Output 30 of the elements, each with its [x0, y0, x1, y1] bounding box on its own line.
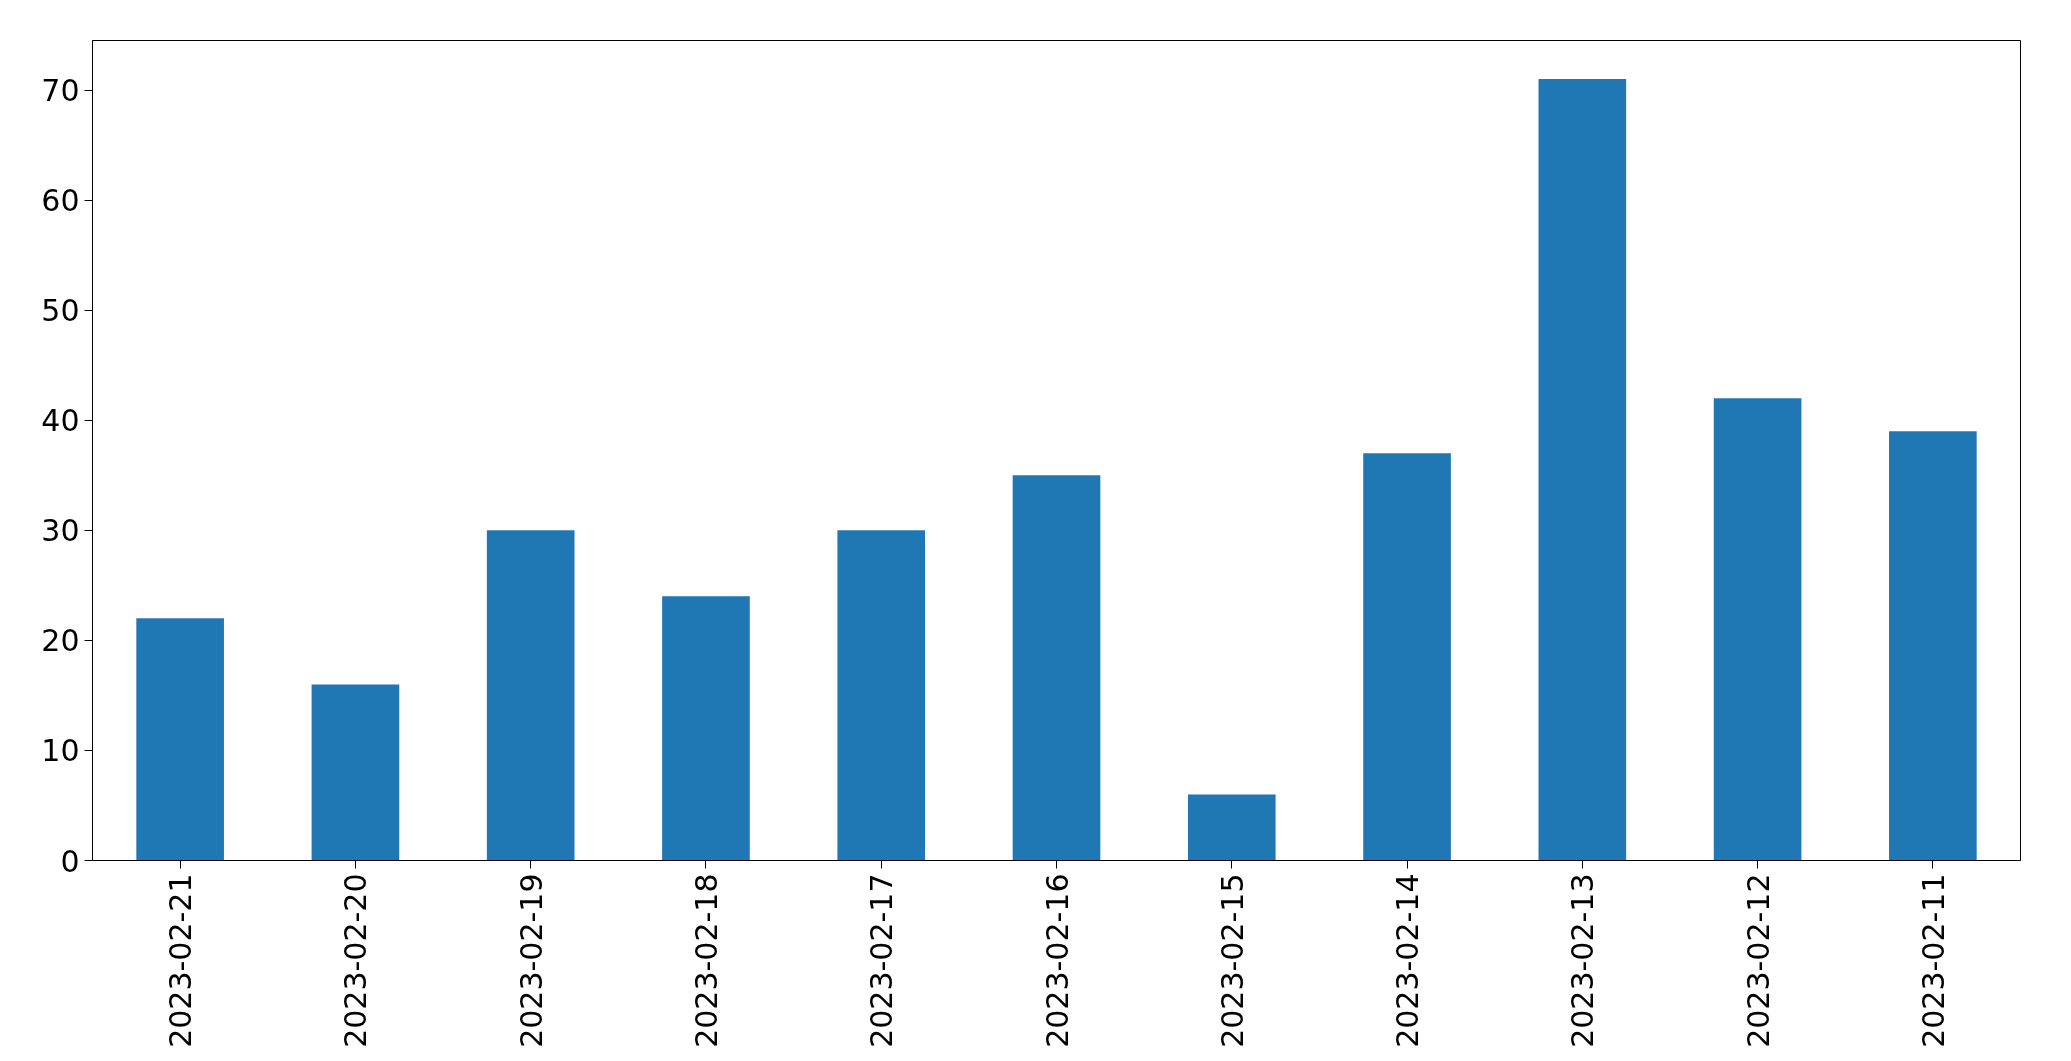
bar [1187, 794, 1276, 861]
y-tick-label: 30 [41, 513, 80, 549]
x-tick-label: 2023-02-18 [688, 873, 724, 1048]
y-tick-label: 20 [41, 623, 80, 659]
bar [1363, 453, 1451, 861]
x-tick-label: 2023-02-20 [338, 873, 374, 1048]
y-tick-label: 70 [41, 73, 80, 109]
y-tick-label: 10 [41, 733, 80, 769]
x-tick-label: 2023-02-11 [1915, 873, 1951, 1048]
x-tick-label: 2023-02-17 [864, 873, 900, 1048]
x-tick-label: 2023-02-16 [1039, 873, 1075, 1048]
bar [662, 596, 750, 861]
bar [311, 684, 400, 861]
x-tick-label: 2023-02-15 [1214, 873, 1250, 1048]
y-tick-label: 60 [41, 183, 80, 219]
bar [136, 618, 224, 861]
y-tick-label: 40 [41, 403, 80, 439]
x-tick-label: 2023-02-13 [1565, 873, 1601, 1048]
bar [486, 530, 575, 861]
bar [1713, 398, 1802, 861]
y-tick-label: 0 [60, 843, 80, 879]
bar [1538, 79, 1627, 861]
y-tick-label: 50 [41, 293, 80, 329]
x-tick-label: 2023-02-14 [1390, 873, 1426, 1048]
bar [1012, 475, 1101, 861]
x-tick-label: 2023-02-21 [163, 873, 199, 1048]
x-tick-label: 2023-02-12 [1740, 873, 1776, 1048]
x-tick-label: 2023-02-19 [513, 873, 549, 1048]
bar [837, 530, 926, 861]
bar [1889, 431, 1977, 861]
